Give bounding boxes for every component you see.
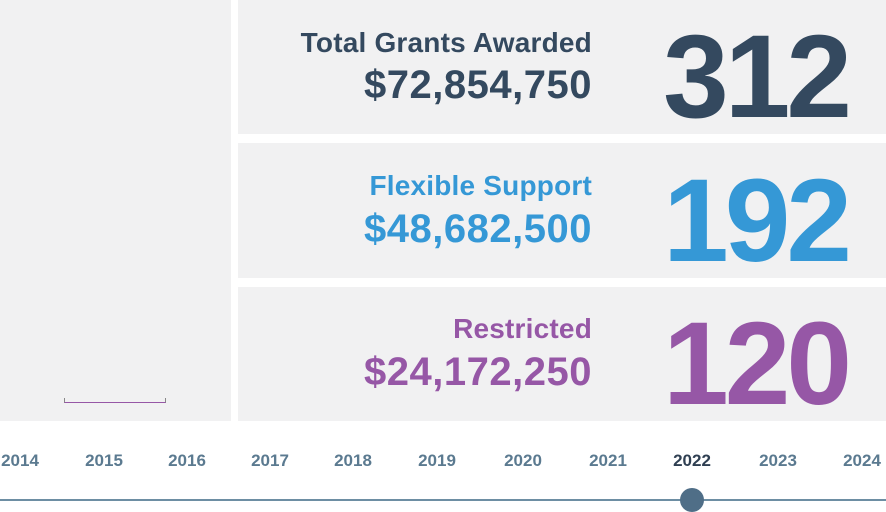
flexible-support-count: 192 xyxy=(663,155,852,287)
year-2020[interactable]: 2020 xyxy=(504,451,542,470)
year-2017[interactable]: 2017 xyxy=(251,451,289,470)
year-2019[interactable]: 2019 xyxy=(418,451,456,470)
year-2023[interactable]: 2023 xyxy=(759,451,797,470)
left-panel xyxy=(0,0,231,421)
year-2015[interactable]: 2015 xyxy=(85,451,123,470)
year-2021[interactable]: 2021 xyxy=(589,451,627,470)
total-grants-label: Total Grants Awarded xyxy=(300,27,592,58)
year-2018[interactable]: 2018 xyxy=(334,451,372,470)
restricted-label: Restricted xyxy=(453,313,592,344)
year-2016[interactable]: 2016 xyxy=(168,451,206,470)
mini-chart-bracket xyxy=(64,398,166,403)
restricted-card: Restricted $24,172,250 120 xyxy=(238,287,886,430)
restricted-count: 120 xyxy=(663,298,852,430)
flexible-support-label: Flexible Support xyxy=(369,170,592,201)
flexible-support-card: Flexible Support $48,682,500 192 xyxy=(238,143,886,287)
restricted-amount: $24,172,250 xyxy=(364,350,592,394)
total-grants-count: 312 xyxy=(663,11,852,143)
flexible-support-amount: $48,682,500 xyxy=(364,207,592,251)
year-2022[interactable]: 2022 xyxy=(673,451,711,470)
timeline-years: 2014 2015 2016 2017 2018 2019 2020 2021 … xyxy=(0,451,886,475)
timeline-track[interactable] xyxy=(0,499,886,501)
timeline-selected-handle[interactable] xyxy=(680,488,704,512)
total-grants-card: Total Grants Awarded $72,854,750 312 xyxy=(238,0,886,143)
year-2024[interactable]: 2024 xyxy=(843,451,881,470)
total-grants-amount: $72,854,750 xyxy=(364,63,592,107)
year-2014[interactable]: 2014 xyxy=(1,451,39,470)
